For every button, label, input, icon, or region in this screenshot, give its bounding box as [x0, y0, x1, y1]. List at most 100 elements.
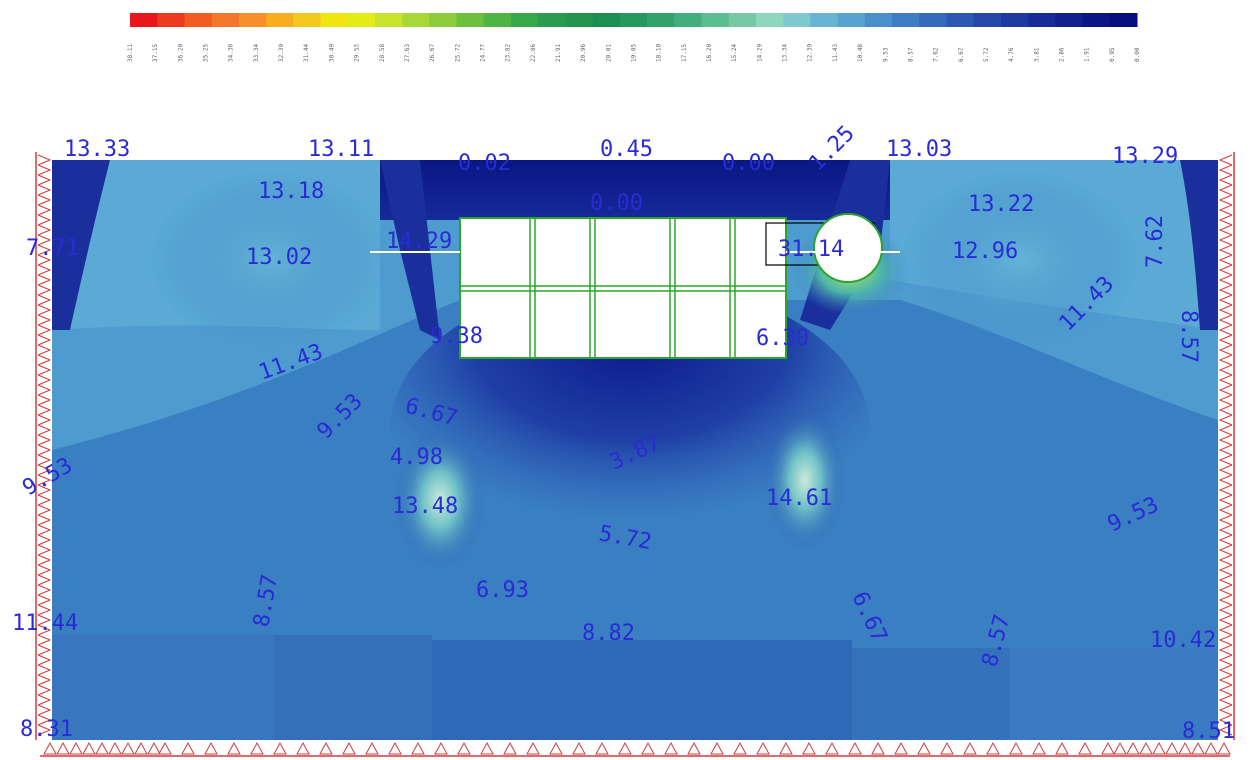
colorbar-tick-label: 31.44: [303, 44, 310, 62]
label-top-left: 13.33: [64, 137, 130, 162]
support-bottom: [158, 741, 172, 755]
label-left-edge: 7.71: [26, 236, 79, 261]
support-bottom: [1204, 741, 1218, 755]
support-left: [37, 294, 52, 306]
support-right: [1218, 294, 1233, 306]
colorbar-tick-label: 1.91: [1084, 47, 1091, 62]
support-left: [37, 544, 52, 556]
colorbar-swatch: [1028, 13, 1056, 27]
colorbar-tick-label: 21.91: [555, 44, 562, 62]
label-box-bottom-left: 9.38: [430, 324, 483, 349]
support-left: [37, 314, 52, 326]
colorbar-tick-label: 29.53: [354, 44, 361, 62]
support-bottom: [1165, 741, 1179, 755]
support-bottom: [480, 741, 494, 755]
label-top-center-left: 13.11: [308, 137, 374, 162]
colorbar-tick-label: 3.81: [1033, 47, 1040, 62]
label-upper-left: 13.18: [258, 179, 324, 204]
support-bottom: [1101, 741, 1115, 755]
support-left: [37, 624, 52, 636]
colorbar-tick-label: 5.72: [983, 47, 990, 62]
support-bottom: [273, 741, 287, 755]
support-bottom: [779, 741, 793, 755]
colorbar-swatch: [864, 13, 893, 27]
support-right: [1218, 684, 1233, 696]
label-left-mid: 13.02: [246, 245, 312, 270]
colorbar-tick-label: 10.48: [857, 44, 864, 62]
colorbar-tick-label: 37.15: [152, 44, 159, 62]
colorbar-tick-label: 14.29: [756, 44, 763, 62]
support-left: [37, 414, 52, 426]
support-left: [37, 224, 52, 236]
colorbar-swatch: [157, 13, 185, 27]
label-top-excavation-left: 0.02: [458, 151, 511, 176]
support-left: [37, 554, 52, 566]
colorbar-tick-label: 7.62: [933, 47, 940, 62]
support-left: [37, 324, 52, 336]
colorbar-tick-label: 12.39: [807, 44, 814, 62]
label-anchor-left: 13.48: [392, 494, 458, 519]
support-bottom: [1032, 741, 1046, 755]
support-left: [37, 614, 52, 626]
support-bottom: [1217, 741, 1231, 755]
support-left: [37, 174, 52, 186]
colorbar-tick-label: 25.72: [454, 44, 461, 62]
colorbar-swatch: [647, 13, 675, 27]
label-top-excavation-right: 0.00: [722, 151, 775, 176]
support-left: [37, 684, 52, 696]
support-left: [37, 264, 52, 276]
colorbar-tick-label: 35.25: [203, 44, 210, 62]
support-left: [37, 154, 52, 166]
support-left: [37, 194, 52, 206]
support-bottom: [894, 741, 908, 755]
support-bottom: [1078, 741, 1092, 755]
colorbar-swatch: [429, 13, 458, 27]
support-left: [37, 164, 52, 176]
support-left: [37, 514, 52, 526]
colorbar-tick-label: 20.01: [605, 44, 612, 62]
support-right: [1218, 494, 1233, 506]
support-bottom: [134, 741, 148, 755]
support-left: [37, 424, 52, 436]
support-bottom: [388, 741, 402, 755]
colorbar-tick-label: 15.24: [731, 44, 738, 62]
colorbar-tick-label: 6.67: [958, 47, 965, 62]
support-right: [1218, 364, 1233, 376]
support-left: [37, 444, 52, 456]
colorbar-swatch: [565, 13, 594, 27]
support-left: [37, 484, 52, 496]
label-left-bottom: 11.44: [12, 611, 78, 636]
support-bottom: [296, 741, 310, 755]
support-bottom: [871, 741, 885, 755]
corner-dark-left: [52, 160, 110, 330]
support-right: [1218, 514, 1233, 526]
colorbar-tick-label: 20.96: [580, 44, 587, 62]
support-right: [1218, 564, 1233, 576]
support-left: [37, 454, 52, 466]
support-right: [1218, 264, 1233, 276]
colorbar-tick-label: 23.82: [505, 44, 512, 62]
support-right: [1218, 454, 1233, 466]
support-right: [1218, 334, 1233, 346]
support-bottom: [549, 741, 563, 755]
support-bottom: [43, 741, 57, 755]
support-left: [37, 494, 52, 506]
colorbar-swatch: [592, 13, 621, 27]
support-bottom: [181, 741, 195, 755]
support-bottom: [687, 741, 701, 755]
support-bottom: [756, 741, 770, 755]
support-bottom: [434, 741, 448, 755]
support-bottom: [250, 741, 264, 755]
support-bottom: [1139, 741, 1153, 755]
colorbar-tick-label: 16.20: [706, 44, 713, 62]
support-left: [37, 214, 52, 226]
support-bottom: [1126, 741, 1140, 755]
support-bottom: [802, 741, 816, 755]
label-stress-low-left: 4.98: [390, 445, 443, 470]
lower-layer-left-inner: [52, 635, 274, 740]
colorbar-swatch: [538, 13, 566, 27]
colorbar-swatch: [755, 13, 784, 27]
support-left: [37, 344, 52, 356]
label-right-bottom: 10.42: [1150, 628, 1216, 653]
colorbar-tick-label: 18.10: [656, 44, 663, 62]
